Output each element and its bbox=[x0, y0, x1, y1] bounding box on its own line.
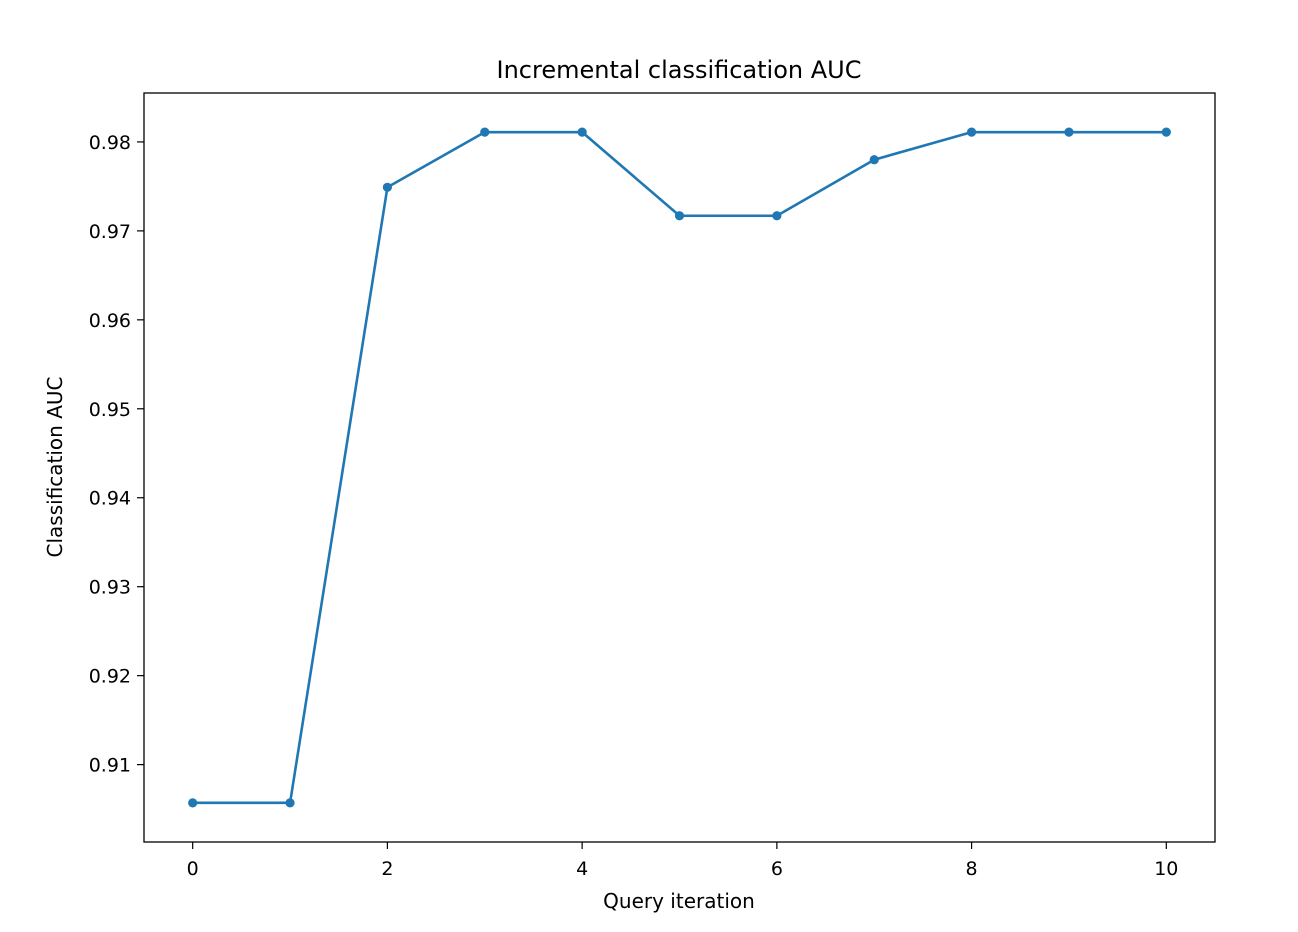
data-point bbox=[577, 127, 587, 137]
data-point bbox=[772, 211, 782, 221]
y-tick-label: 0.91 bbox=[89, 755, 131, 777]
chart-title: Incremental classification AUC bbox=[497, 56, 862, 84]
x-tick-label: 0 bbox=[187, 858, 199, 880]
x-tick-label: 10 bbox=[1154, 858, 1178, 880]
y-tick-label: 0.96 bbox=[89, 310, 131, 332]
y-axis: 0.91 0.92 0.93 0.94 0.95 0.96 0.97 0.98 bbox=[89, 132, 144, 777]
x-axis: 0 2 4 6 8 10 bbox=[187, 842, 1178, 880]
data-point bbox=[188, 798, 198, 808]
x-tick-label: 4 bbox=[576, 858, 588, 880]
data-point bbox=[1161, 127, 1171, 137]
x-tick-label: 2 bbox=[381, 858, 393, 880]
plot-area bbox=[188, 127, 1171, 808]
data-point bbox=[480, 127, 490, 137]
x-tick-label: 6 bbox=[771, 858, 783, 880]
y-tick-label: 0.94 bbox=[89, 488, 131, 510]
plot-frame bbox=[143, 92, 1216, 843]
y-tick-label: 0.98 bbox=[89, 132, 131, 154]
data-point bbox=[966, 127, 977, 137]
data-point bbox=[285, 798, 295, 808]
data-point bbox=[1064, 127, 1074, 137]
data-point bbox=[869, 155, 879, 165]
y-tick-label: 0.97 bbox=[89, 221, 131, 243]
data-point bbox=[382, 182, 393, 192]
x-tick-label: 8 bbox=[966, 858, 978, 880]
y-axis-label: Classification AUC bbox=[43, 377, 67, 558]
x-axis-label: Query iteration bbox=[603, 889, 755, 913]
y-tick-label: 0.95 bbox=[89, 399, 131, 421]
data-point bbox=[674, 211, 685, 221]
y-tick-label: 0.93 bbox=[89, 577, 131, 599]
y-tick-label: 0.92 bbox=[89, 666, 131, 688]
